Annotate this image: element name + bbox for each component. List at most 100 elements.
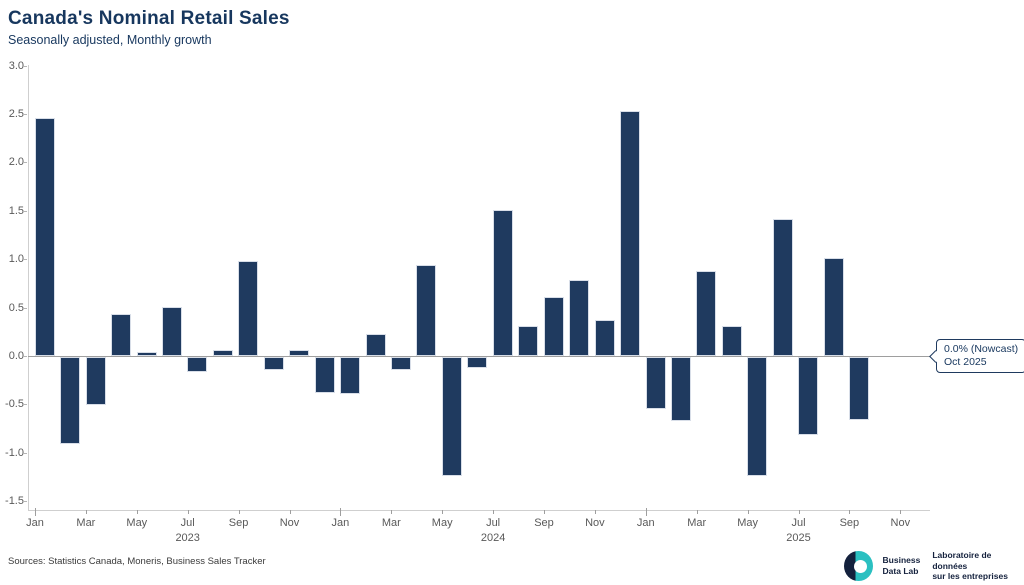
x-tick-mark [645,508,647,516]
bar-apr-2023 [111,314,132,356]
x-year-label: 2024 [480,532,506,544]
bar-sep-2024 [543,296,564,356]
chart-title: Canada's Nominal Retail Sales [8,8,290,29]
x-tick-label: Jan [26,517,44,529]
x-tick-mark [493,510,495,514]
x-tick-mark [391,510,393,514]
bar-oct-2023 [263,357,284,370]
bar-aug-2023 [212,350,233,356]
bar-jun-2024 [467,357,488,368]
bar-oct-2024 [569,280,590,356]
bar-feb-2024 [365,333,386,356]
bar-jul-2023 [187,357,208,373]
bar-apr-2024 [416,265,437,356]
y-tick-label: -0.5 [5,398,24,411]
x-tick-label: May [737,517,758,529]
bar-sep-2023 [238,261,259,356]
y-tick-label: 1.5 [8,204,24,217]
bar-mar-2024 [391,357,412,370]
x-tick-mark [442,510,444,514]
business-data-lab-logo: Business Data Lab Laboratoire de données… [844,550,1024,582]
x-year-label: 2025 [786,532,811,544]
x-tick-label: Nov [585,517,605,529]
y-tick-label: -1.0 [5,446,24,459]
y-tick-mark [23,501,27,503]
bar-dec-2023 [314,357,335,393]
logo-text-french: Laboratoire de données sur les entrepris… [932,550,1008,581]
x-tick-mark [747,510,749,514]
x-year-label: 2023 [175,532,200,544]
bar-jun-2025 [772,218,793,356]
x-tick-mark [544,510,545,514]
zero-baseline [28,356,934,357]
bar-jan-2024 [340,357,361,394]
x-tick-label: Mar [76,517,96,529]
nowcast-value: 0.0% (Nowcast) [944,343,1019,355]
bar-dec-2024 [620,111,641,356]
chart-subtitle: Seasonally adjusted, Monthly growth [8,33,212,47]
y-tick-mark [23,65,27,67]
x-tick-mark [136,510,138,514]
x-tick-mark [849,510,851,514]
bar-jun-2023 [161,306,182,356]
bar-jul-2024 [492,209,513,356]
x-tick-mark [798,510,800,514]
x-tick-label: Sep [228,517,249,529]
x-tick-label: Nov [279,517,300,529]
nowcast-period: Oct 2025 [944,356,987,368]
bar-feb-2023 [60,357,81,445]
x-tick-mark [238,510,240,514]
y-tick-label: 2.5 [8,108,24,120]
y-tick-label: -1.5 [5,495,24,508]
x-tick-label: Jul [486,517,501,529]
x-tick-mark [696,510,698,514]
x-tick-label: Sep [534,517,554,529]
y-tick-mark [23,356,27,357]
x-tick-mark [187,510,189,514]
x-tick-mark [594,510,596,514]
x-tick-label: May [431,517,453,529]
nowcast-callout: 0.0% (Nowcast) Oct 2025 [936,339,1024,373]
x-tick-label: May [126,517,148,529]
x-tick-label: Jan [331,517,350,529]
y-tick-mark [23,259,27,261]
x-tick-label: Jul [791,517,806,529]
y-tick-mark [23,114,27,115]
bar-nov-2023 [289,350,310,356]
y-tick-label: 0.5 [8,301,24,314]
bar-nov-2024 [594,320,615,356]
bar-sep-2025 [849,357,870,420]
x-tick-mark [289,510,291,514]
bar-aug-2025 [823,258,844,356]
bar-apr-2025 [721,325,742,356]
bar-mar-2023 [85,357,106,406]
y-tick-mark [23,210,27,212]
sources-note: Sources: Statistics Canada, Moneris, Bus… [8,556,266,567]
x-tick-label: Mar [687,517,707,529]
x-tick-mark [340,508,342,516]
x-axis-line [28,510,930,511]
y-tick-label: 1.0 [8,253,24,266]
x-tick-label: Mar [381,517,401,529]
x-tick-label: Jul [180,517,195,529]
y-tick-mark [23,307,27,309]
y-tick-label: 2.0 [8,156,24,169]
bar-may-2023 [136,352,157,356]
bar-may-2024 [441,357,462,477]
x-tick-label: Jan [636,517,655,529]
bdl-donut-icon [844,550,873,581]
y-tick-label: 3.0 [8,59,24,72]
y-tick-mark [23,452,27,454]
logo-text-english: Business Data Lab [882,555,921,576]
bar-jan-2023 [34,117,55,356]
y-tick-mark [23,404,27,406]
bar-mar-2025 [696,270,717,356]
y-tick-label: 0.0 [8,350,24,362]
bar-feb-2025 [670,357,691,421]
x-tick-mark [900,510,902,514]
bar-may-2025 [747,357,768,477]
y-tick-mark [23,162,27,164]
bar-jul-2025 [798,357,819,436]
